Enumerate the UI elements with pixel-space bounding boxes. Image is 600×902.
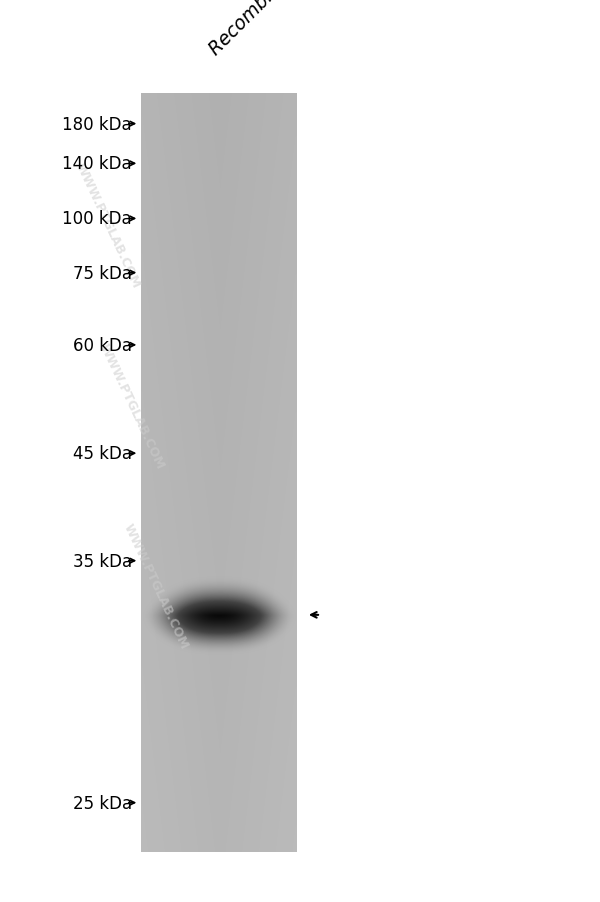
Text: 25 kDa: 25 kDa bbox=[73, 794, 132, 812]
Text: 140 kDa: 140 kDa bbox=[62, 155, 132, 173]
Text: 60 kDa: 60 kDa bbox=[73, 336, 132, 354]
Text: 75 kDa: 75 kDa bbox=[73, 264, 132, 282]
Text: WWW.PTGLAB.COM: WWW.PTGLAB.COM bbox=[97, 341, 167, 471]
Text: 45 kDa: 45 kDa bbox=[73, 445, 132, 463]
Text: 35 kDa: 35 kDa bbox=[73, 552, 132, 570]
Text: WWW.PTGLAB.COM: WWW.PTGLAB.COM bbox=[121, 521, 191, 651]
Text: Recombinant protein: Recombinant protein bbox=[206, 0, 359, 59]
Text: 180 kDa: 180 kDa bbox=[62, 115, 132, 133]
Text: WWW.PTGLAB.COM: WWW.PTGLAB.COM bbox=[73, 161, 143, 290]
Text: 100 kDa: 100 kDa bbox=[62, 210, 132, 228]
